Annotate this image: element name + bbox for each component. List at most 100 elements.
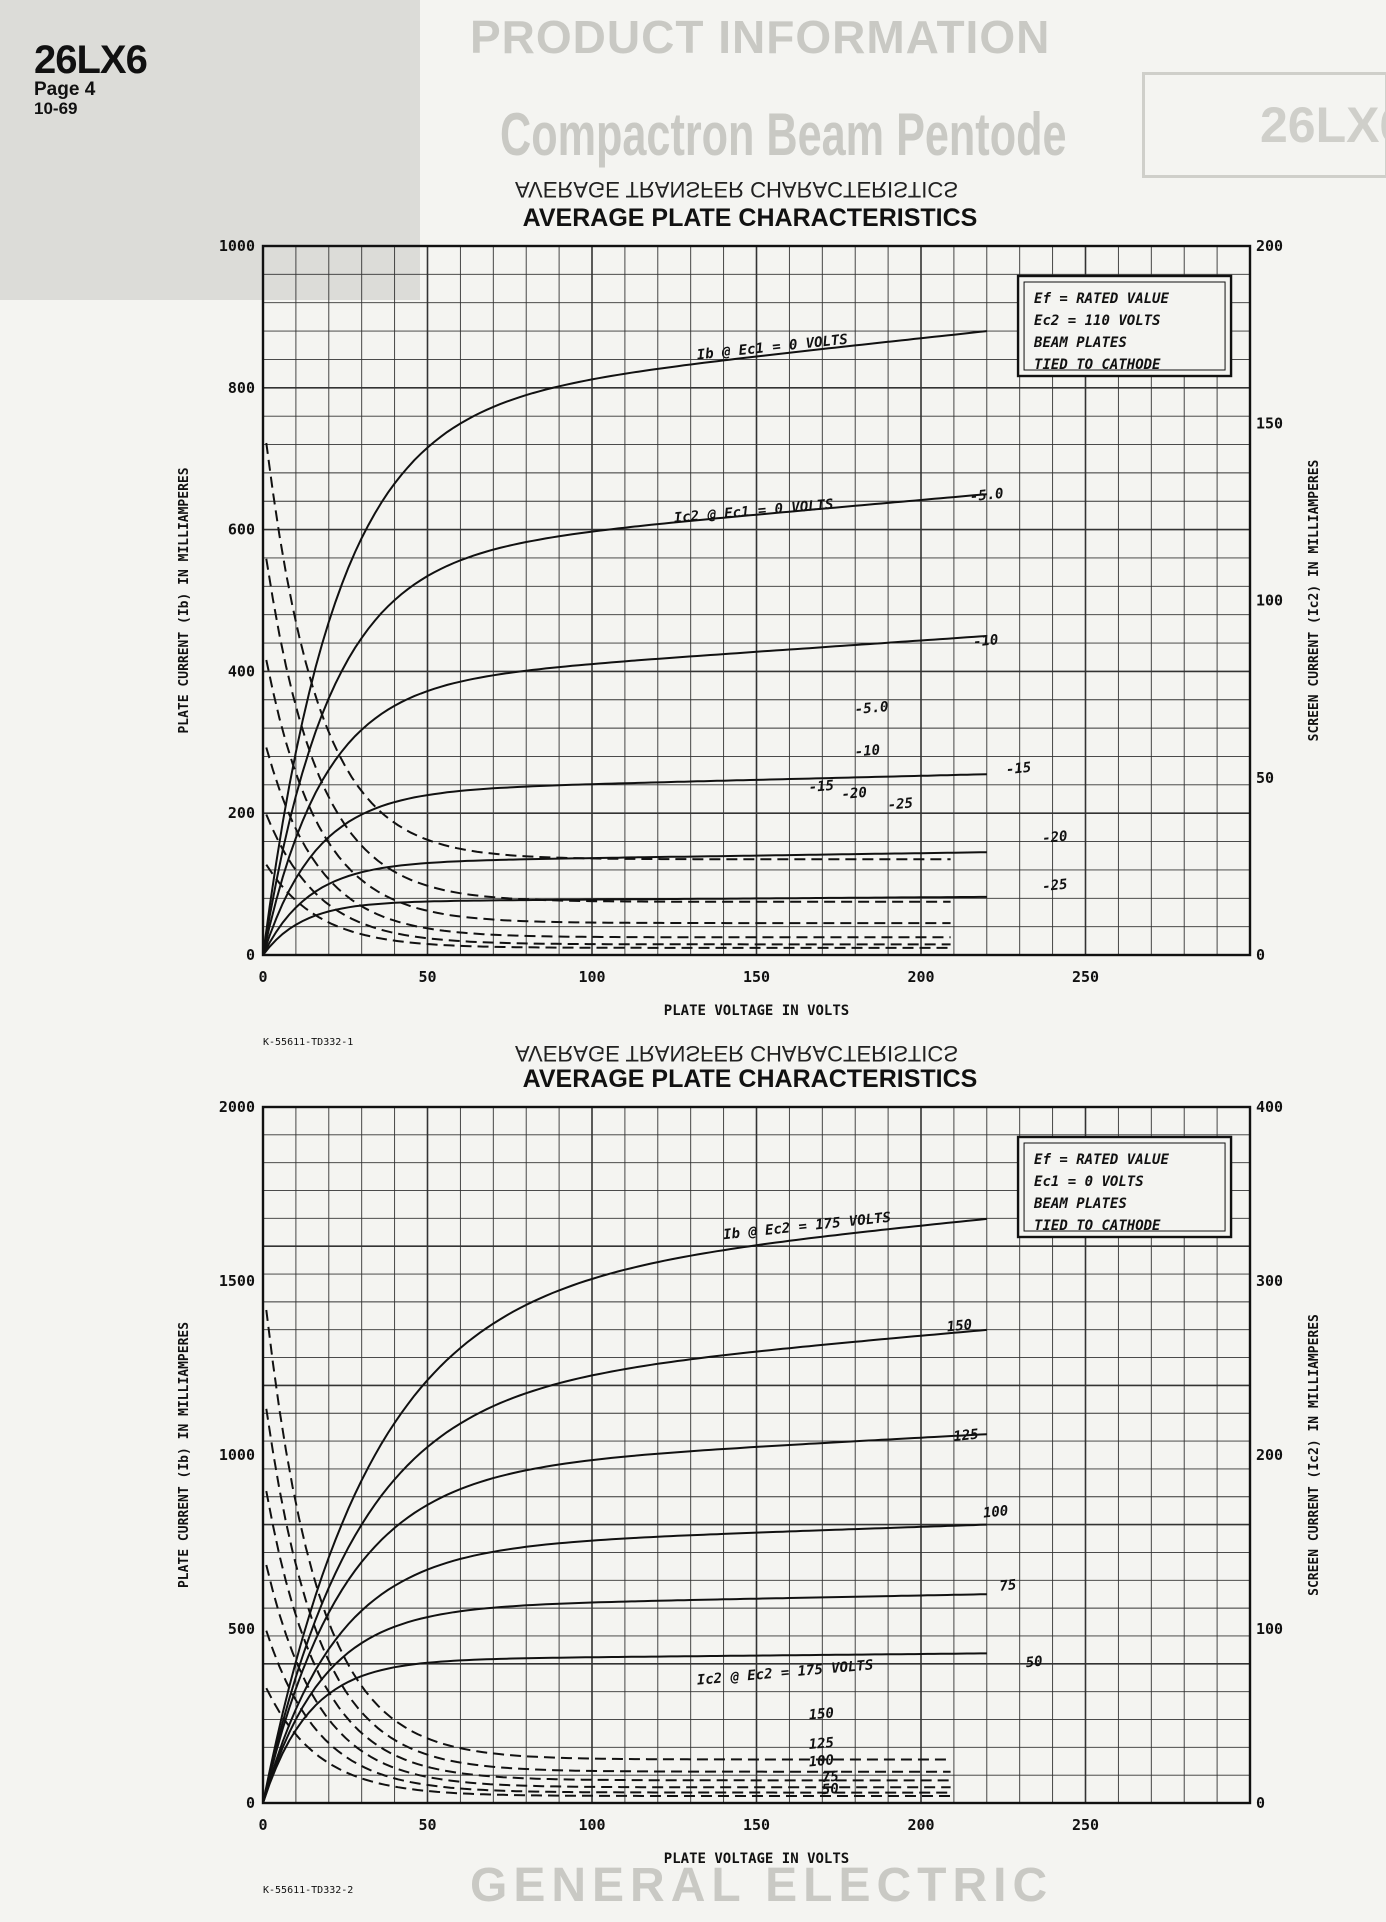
screen-curve-label: -5.0 bbox=[854, 699, 889, 718]
plate-curve-label: 125 bbox=[953, 1427, 980, 1446]
y2-tick-label: 100 bbox=[1256, 1620, 1283, 1638]
y-tick-label: 500 bbox=[228, 1620, 255, 1638]
x-tick-label: 250 bbox=[1072, 1816, 1099, 1834]
plate-curve-label: -15 bbox=[1005, 760, 1032, 779]
y2-axis-label: SCREEN CURRENT (Ic2) IN MILLIAMPERES bbox=[1307, 1314, 1322, 1596]
condition-line: BEAM PLATES bbox=[1033, 1196, 1127, 1212]
condition-line: Ef = RATED VALUE bbox=[1034, 1152, 1169, 1168]
chart-title: AVERAGE PLATE CHARACTERISTICS bbox=[523, 1065, 978, 1093]
plate-curve-label: 150 bbox=[946, 1317, 973, 1336]
y-axis-label: PLATE CURRENT (Ib) IN MILLIAMPERES bbox=[177, 467, 192, 733]
screen-current-curve bbox=[265, 864, 951, 949]
page-header: 26LX6 Page 4 10-69 bbox=[34, 38, 148, 118]
plate-current-curve bbox=[262, 1593, 987, 1804]
condition-line: TIED TO CATHODE bbox=[1034, 357, 1161, 373]
y-tick-label: 0 bbox=[246, 946, 255, 964]
y2-axis-label: SCREEN CURRENT (Ic2) IN MILLIAMPERES bbox=[1307, 459, 1322, 741]
x-axis-label: PLATE VOLTAGE IN VOLTS bbox=[664, 1851, 849, 1867]
screen-curve-label: -25 bbox=[887, 795, 914, 813]
conditions-box bbox=[1016, 1135, 1233, 1239]
y2-tick-label: 300 bbox=[1256, 1272, 1283, 1290]
screen-current-curve bbox=[265, 1564, 951, 1789]
y-axis-label: PLATE CURRENT (Ib) IN MILLIAMPERES bbox=[177, 1322, 192, 1588]
plate-current-curve bbox=[262, 1217, 987, 1804]
plate-current-curve bbox=[262, 493, 987, 956]
y-tick-label: 0 bbox=[246, 1794, 255, 1812]
plate-curve-label: 100 bbox=[982, 1503, 1009, 1522]
y2-tick-label: 100 bbox=[1256, 592, 1283, 610]
screen-curve-label: 50 bbox=[821, 1781, 839, 1798]
screen-curve-label: -15 bbox=[808, 778, 835, 796]
y-tick-label: 600 bbox=[228, 521, 255, 539]
drawing-number: K-55611-TD332-2 bbox=[263, 1885, 353, 1896]
x-tick-label: 50 bbox=[418, 968, 436, 986]
plate-current-curve bbox=[262, 895, 987, 956]
conditions-box bbox=[1016, 274, 1233, 378]
y-tick-label: 200 bbox=[228, 804, 255, 822]
x-tick-label: 0 bbox=[258, 1816, 267, 1834]
plate-current-curve bbox=[262, 1652, 987, 1804]
plate-current-curve bbox=[262, 330, 987, 956]
y2-tick-label: 0 bbox=[1256, 946, 1265, 964]
revision-date: 10-69 bbox=[34, 99, 78, 118]
tube-model: 26LX6 bbox=[34, 38, 148, 82]
x-tick-label: 200 bbox=[907, 968, 934, 986]
plate-curve-label: 75 bbox=[999, 1577, 1017, 1595]
screen-curve-label: 150 bbox=[808, 1705, 835, 1723]
screen-curve-label: 75 bbox=[821, 1769, 839, 1786]
y2-tick-label: 50 bbox=[1256, 769, 1274, 787]
plate-current-curve bbox=[262, 773, 987, 956]
screen-current-curve bbox=[265, 1309, 951, 1761]
screen-curve-label: Ic2 @ Ec2 = 175 VOLTS bbox=[696, 1657, 874, 1688]
y2-tick-label: 200 bbox=[1256, 237, 1283, 255]
y-tick-label: 1000 bbox=[219, 237, 255, 255]
x-tick-label: 100 bbox=[578, 968, 605, 986]
screen-current-curve bbox=[265, 1630, 951, 1794]
y-tick-label: 400 bbox=[228, 662, 255, 680]
condition-line: TIED TO CATHODE bbox=[1034, 1218, 1161, 1234]
screen-current-curve bbox=[265, 1408, 951, 1773]
screen-curve-label: 125 bbox=[808, 1735, 835, 1753]
y2-tick-label: 400 bbox=[1256, 1098, 1283, 1116]
x-tick-label: 250 bbox=[1072, 968, 1099, 986]
screen-curve-label: 100 bbox=[808, 1752, 835, 1770]
screen-current-curve bbox=[265, 814, 951, 946]
plate-curve-label: -10 bbox=[972, 632, 999, 651]
plate-curve-label: -25 bbox=[1041, 877, 1068, 896]
plate-curve-label: Ib @ Ec1 = 0 VOLTS bbox=[696, 332, 849, 364]
plate-curve-label: 50 bbox=[1025, 1654, 1043, 1672]
condition-line: Ef = RATED VALUE bbox=[1034, 291, 1169, 307]
plate-characteristics-chart-1: 0 50 100 150 200 250 0 200 400 600 800 1000 0 50 100 15… bbox=[177, 204, 1322, 1048]
screen-current-curve bbox=[265, 1490, 951, 1782]
screen-curve-label: -10 bbox=[854, 742, 881, 760]
plot-frame bbox=[261, 244, 1252, 957]
screen-current-curve bbox=[265, 1687, 951, 1797]
screen-current-curve bbox=[265, 558, 951, 903]
condition-line: BEAM PLATES bbox=[1033, 335, 1127, 351]
screen-current-curve bbox=[265, 747, 951, 939]
condition-line: Ec1 = 0 VOLTS bbox=[1034, 1174, 1144, 1190]
screen-curve-label: -20 bbox=[841, 785, 868, 803]
conditions-box-inner bbox=[1023, 1142, 1226, 1232]
plate-current-curve bbox=[262, 1433, 987, 1804]
x-tick-label: 150 bbox=[743, 1816, 770, 1834]
drawing-number: K-55611-TD332-1 bbox=[263, 1037, 353, 1048]
x-tick-label: 150 bbox=[743, 968, 770, 986]
y-tick-label: 1500 bbox=[219, 1272, 255, 1290]
x-axis-label: PLATE VOLTAGE IN VOLTS bbox=[664, 1003, 849, 1019]
y2-tick-label: 200 bbox=[1256, 1446, 1283, 1464]
y-tick-label: 800 bbox=[228, 379, 255, 397]
x-tick-label: 50 bbox=[418, 1816, 436, 1834]
screen-current-curve bbox=[265, 442, 951, 861]
plate-characteristics-chart-2: 0 50 100 150 200 250 0 500 1000 1500 2000 0 100 200 30… bbox=[177, 1065, 1322, 1896]
plate-current-curve bbox=[262, 1523, 987, 1804]
x-tick-label: 100 bbox=[578, 1816, 605, 1834]
y-tick-label: 2000 bbox=[219, 1098, 255, 1116]
plate-current-curve bbox=[262, 635, 987, 956]
y2-tick-label: 0 bbox=[1256, 1794, 1265, 1812]
page-number: Page 4 bbox=[34, 79, 96, 100]
chart-title: AVERAGE PLATE CHARACTERISTICS bbox=[523, 204, 978, 232]
y2-tick-label: 150 bbox=[1256, 414, 1283, 432]
plate-current-curve bbox=[262, 851, 987, 956]
